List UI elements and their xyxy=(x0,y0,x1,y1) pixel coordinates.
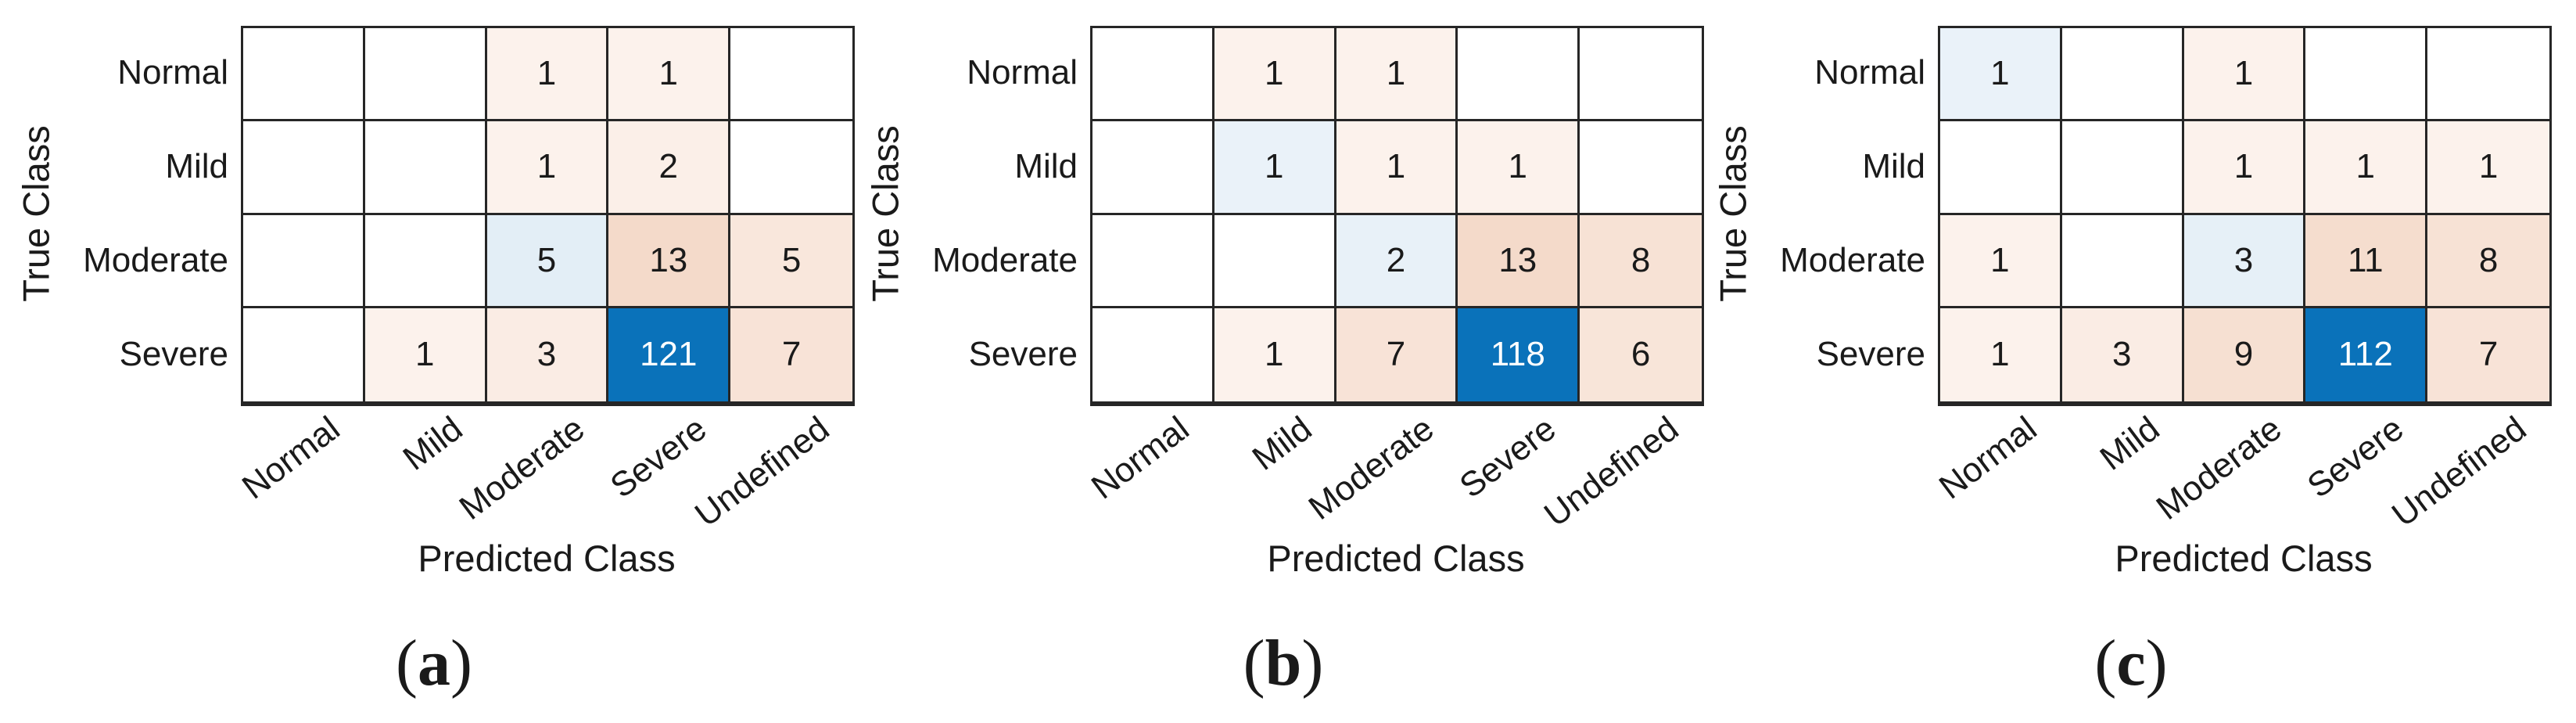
y-tick-label: Severe xyxy=(968,335,1078,373)
matrix-cell: 1 xyxy=(608,28,731,122)
matrix-cell xyxy=(364,28,487,122)
matrix-cell: 5 xyxy=(730,214,852,308)
matrix-cell: 1 xyxy=(1214,121,1336,215)
y-tick-label: Mild xyxy=(165,147,228,185)
caption-paren-open: ( xyxy=(396,627,418,700)
x-axis-label: Predicted Class xyxy=(2115,538,2373,579)
y-tick-label: Moderate xyxy=(1780,241,1925,279)
caption-paren-close: ) xyxy=(2145,627,2168,700)
matrix-cell xyxy=(364,121,487,215)
matrix-cell: 13 xyxy=(608,214,731,308)
subfigure-caption: (a) xyxy=(396,631,472,696)
matrix-cell xyxy=(1092,214,1214,308)
matrix-cell xyxy=(1940,121,2062,215)
matrix-cell: 1 xyxy=(364,308,487,401)
matrix-cell xyxy=(730,121,852,215)
subfigure-caption: (b) xyxy=(1243,631,1324,696)
y-tick-label: Severe xyxy=(1816,335,1925,373)
caption-paren-close: ) xyxy=(450,627,472,700)
matrix-cell xyxy=(243,28,365,122)
caption-paren-open: ( xyxy=(2094,627,2117,700)
matrix-grid: 1 1 1 1 1 1 3 11 8 1 3 9 112 7 xyxy=(1938,26,2552,406)
matrix-cell: 1 xyxy=(1336,28,1458,122)
matrix-cell: 1 xyxy=(486,28,609,122)
matrix-cell xyxy=(1092,121,1214,215)
matrix-grid: 1 1 1 1 1 2 13 8 1 7 118 6 xyxy=(1090,26,1704,406)
matrix-grid: 1 1 1 2 5 13 5 1 3 121 7 xyxy=(241,26,855,406)
matrix-cell: 1 xyxy=(1214,308,1336,401)
y-tick-label: Normal xyxy=(1814,53,1925,92)
matrix-cell: 6 xyxy=(1580,308,1702,401)
matrix-cell xyxy=(2061,121,2184,215)
matrix-cell: 1 xyxy=(2305,121,2428,215)
caption-letter: a xyxy=(418,627,450,700)
matrix-cell xyxy=(1580,28,1702,122)
matrix-cell: 1 xyxy=(1214,28,1336,122)
matrix-cell: 7 xyxy=(2427,308,2549,401)
matrix-cell xyxy=(1092,308,1214,401)
matrix-cell xyxy=(1580,121,1702,215)
x-axis-label: Predicted Class xyxy=(1267,538,1525,579)
x-axis-label: Predicted Class xyxy=(418,538,676,579)
matrix-cell: 1 xyxy=(1336,121,1458,215)
matrix-cell: 8 xyxy=(2427,214,2549,308)
caption-letter: c xyxy=(2116,627,2146,700)
matrix-cell: 5 xyxy=(486,214,609,308)
matrix-cell: 3 xyxy=(2061,308,2184,401)
y-tick-label: Mild xyxy=(1014,147,1078,185)
matrix-cell xyxy=(243,121,365,215)
matrix-cell xyxy=(2061,214,2184,308)
matrix-cell xyxy=(243,214,365,308)
y-tick-label: Normal xyxy=(117,53,228,92)
matrix-cell: 2 xyxy=(608,121,731,215)
y-tick-label: Normal xyxy=(967,53,1078,92)
matrix-cell: 8 xyxy=(1580,214,1702,308)
matrix-cell: 13 xyxy=(1458,214,1580,308)
matrix-cell xyxy=(243,308,365,401)
caption-paren-open: ( xyxy=(1243,627,1265,700)
y-tick-label: Mild xyxy=(1862,147,1925,185)
caption-letter: b xyxy=(1265,627,1302,700)
matrix-cell: 1 xyxy=(2427,121,2549,215)
matrix-cell xyxy=(1458,28,1580,122)
matrix-cell xyxy=(2061,28,2184,122)
matrix-cell: 121 xyxy=(608,308,731,401)
matrix-cell: 1 xyxy=(1940,28,2062,122)
y-tick-label: Moderate xyxy=(83,241,228,279)
matrix-cell: 7 xyxy=(1336,308,1458,401)
subfigure-caption: (c) xyxy=(2094,631,2167,696)
matrix-cell: 1 xyxy=(1940,308,2062,401)
caption-paren-close: ) xyxy=(1301,627,1324,700)
matrix-cell xyxy=(2427,28,2549,122)
matrix-cell xyxy=(364,214,487,308)
matrix-cell: 1 xyxy=(2183,121,2306,215)
matrix-cell: 112 xyxy=(2305,308,2428,401)
matrix-cell xyxy=(2305,28,2428,122)
matrix-cell: 9 xyxy=(2183,308,2306,401)
matrix-cell xyxy=(1092,28,1214,122)
matrix-cell: 1 xyxy=(1458,121,1580,215)
matrix-cell xyxy=(730,28,852,122)
matrix-cell: 7 xyxy=(730,308,852,401)
matrix-cell: 1 xyxy=(2183,28,2306,122)
matrix-cell: 11 xyxy=(2305,214,2428,308)
y-tick-label: Moderate xyxy=(932,241,1078,279)
matrix-cell: 2 xyxy=(1336,214,1458,308)
matrix-cell: 1 xyxy=(1940,214,2062,308)
matrix-cell: 118 xyxy=(1458,308,1580,401)
matrix-cell xyxy=(1214,214,1336,308)
matrix-cell: 1 xyxy=(486,121,609,215)
matrix-cell: 3 xyxy=(486,308,609,401)
y-tick-label: Severe xyxy=(119,335,228,373)
matrix-cell: 3 xyxy=(2183,214,2306,308)
